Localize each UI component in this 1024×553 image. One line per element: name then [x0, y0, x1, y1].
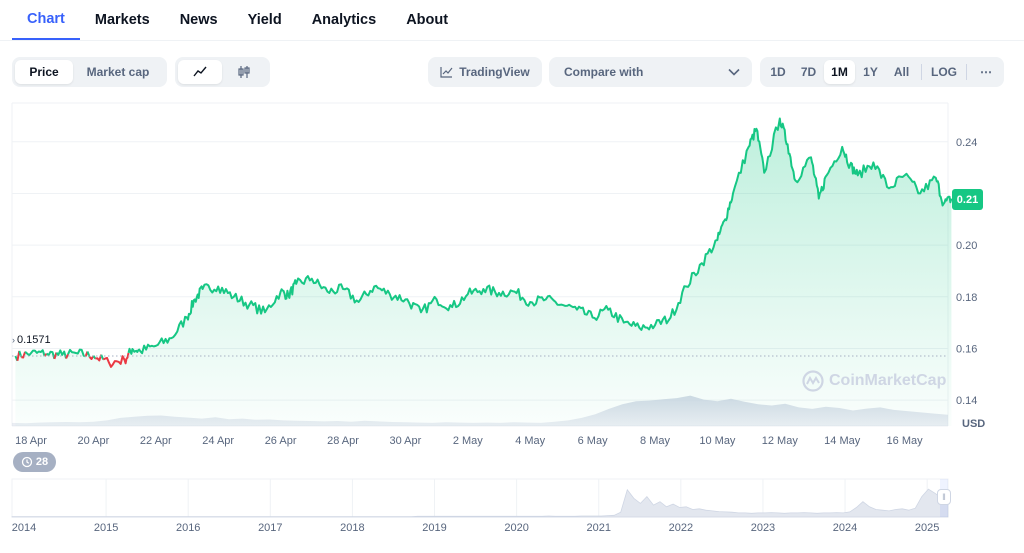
y-tick-label: 0.24 — [956, 137, 977, 149]
price-line — [65, 353, 69, 359]
log-scale-button[interactable]: LOG — [931, 65, 957, 79]
compare-with-dropdown[interactable]: Compare with — [549, 57, 752, 87]
price-line — [127, 117, 953, 355]
tradingview-label: TradingView — [459, 65, 530, 79]
x-tick-label: 16 May — [887, 435, 924, 447]
overview-year-label: 2017 — [258, 522, 282, 534]
tradingview-button[interactable]: TradingView — [428, 57, 542, 87]
price-line — [95, 354, 103, 362]
tab-markets[interactable]: Markets — [94, 12, 150, 28]
metric-toggle: Price Market cap — [12, 57, 167, 87]
range-all-button[interactable]: All — [893, 65, 910, 79]
x-tick-label: 10 May — [699, 435, 736, 447]
chart-type-toggle — [175, 57, 270, 87]
tab-analytics[interactable]: Analytics — [311, 12, 377, 28]
candle-chart-button[interactable] — [222, 60, 266, 84]
range-7d-button[interactable]: 7D — [800, 65, 817, 79]
price-line — [21, 351, 27, 359]
overview-year-label: 2024 — [833, 522, 857, 534]
overview-year-label: 2021 — [586, 522, 610, 534]
overview-year-label: 2025 — [915, 522, 939, 534]
x-tick-label: 14 May — [824, 435, 861, 447]
price-line — [92, 355, 97, 360]
tab-about[interactable]: About — [406, 12, 449, 28]
x-tick-label: 22 Apr — [140, 435, 172, 447]
price-line — [55, 349, 68, 359]
overview-navigator[interactable] — [11, 478, 949, 518]
overview-year-label: 2022 — [669, 522, 693, 534]
range-divider — [921, 64, 922, 80]
coinmarketcap-logo-icon — [802, 370, 824, 392]
range-1y-button[interactable]: 1Y — [863, 65, 878, 79]
compare-with-label: Compare with — [564, 65, 644, 79]
overview-year-label: 2018 — [340, 522, 364, 534]
x-tick-label: 8 May — [640, 435, 670, 447]
y-axis: 0.14 0.16 0.18 0.20 0.24 — [956, 137, 977, 407]
tab-bar: Chart Markets News Yield Analytics About — [12, 0, 463, 40]
x-tick-label: 30 Apr — [389, 435, 421, 447]
x-tick-label: 28 Apr — [327, 435, 359, 447]
overview-axis: 2014 2015 2016 2017 2018 2019 2020 2021 2022 2023… — [12, 522, 940, 534]
tab-chart[interactable]: Chart — [12, 0, 80, 40]
overview-year-label: 2015 — [94, 522, 118, 534]
start-price-label: › 0.1571 — [12, 334, 51, 346]
price-line — [67, 348, 86, 358]
current-price-tag: 0.21 — [952, 189, 983, 210]
time-range-selector: 1D 7D 1M 1Y All LOG ⋯ — [760, 57, 1004, 87]
x-axis: 18 Apr 20 Apr 22 Apr 24 Apr 26 Apr 28 Apr 30 A… — [15, 435, 923, 447]
range-1d-button[interactable]: 1D — [770, 65, 786, 79]
overview-year-label: 2019 — [422, 522, 446, 534]
caret-right-icon: › — [12, 335, 15, 345]
events-count: 28 — [35, 456, 49, 468]
overview-area — [11, 488, 949, 518]
y-tick-label: 0.14 — [956, 395, 977, 407]
tab-yield[interactable]: Yield — [247, 12, 282, 28]
overview-frame — [11, 478, 949, 518]
market-cap-button[interactable]: Market cap — [86, 65, 150, 79]
candlestick-icon — [238, 66, 250, 78]
watermark-label: CoinMarketCap — [829, 372, 947, 389]
more-options-button[interactable]: ⋯ — [980, 65, 992, 79]
overview-year-label: 2014 — [12, 522, 36, 534]
tab-divider — [0, 40, 1024, 41]
y-tick-label: 0.20 — [956, 240, 977, 252]
price-area — [14, 117, 953, 426]
price-line — [24, 349, 46, 357]
overview-year-label: 2016 — [176, 522, 200, 534]
price-line — [102, 352, 130, 368]
x-tick-label: 2 May — [453, 435, 483, 447]
x-tick-label: 12 May — [762, 435, 799, 447]
currency-label: USD — [962, 418, 986, 430]
x-tick-label: 6 May — [578, 435, 608, 447]
x-tick-label: 26 Apr — [265, 435, 297, 447]
y-tick-label: 0.18 — [956, 292, 977, 304]
price-line — [45, 350, 56, 360]
line-chart-icon — [193, 66, 207, 77]
range-1m-button[interactable]: 1M — [824, 60, 855, 84]
x-tick-label: 18 Apr — [15, 435, 47, 447]
start-price-value: 0.1571 — [17, 334, 51, 346]
chevron-down-icon — [728, 68, 740, 76]
overview-year-label: 2020 — [504, 522, 528, 534]
overview-year-label: 2023 — [751, 522, 775, 534]
line-chart-button[interactable] — [178, 60, 222, 84]
range-drag-handle[interactable]: ‖ — [937, 489, 951, 505]
tab-news[interactable]: News — [179, 12, 218, 28]
x-tick-label: 4 May — [515, 435, 545, 447]
x-tick-label: 24 Apr — [202, 435, 234, 447]
range-divider — [966, 64, 967, 80]
price-area-fill — [15, 118, 952, 426]
price-line — [88, 355, 95, 360]
trend-line-icon — [440, 67, 453, 78]
price-button[interactable]: Price — [15, 60, 73, 84]
events-badge[interactable]: 28 — [13, 452, 56, 472]
x-tick-label: 20 Apr — [77, 435, 109, 447]
y-tick-label: 0.16 — [956, 343, 977, 355]
watermark: CoinMarketCap — [802, 370, 946, 392]
history-icon — [21, 456, 33, 468]
